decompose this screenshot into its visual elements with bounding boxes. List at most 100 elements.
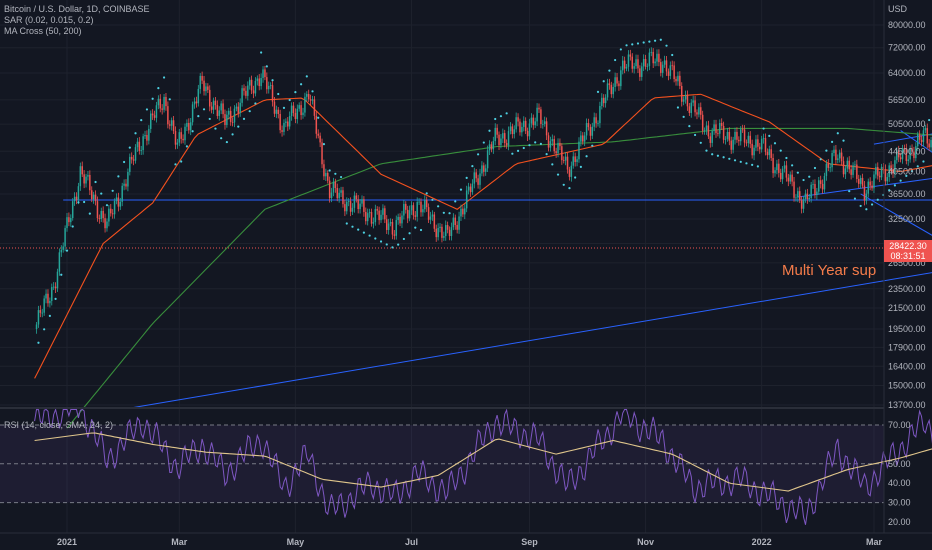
candle-body (90, 190, 93, 200)
candle-body (144, 135, 146, 137)
candle-body (635, 59, 637, 67)
candle-body (429, 216, 432, 220)
candle-body (366, 213, 369, 222)
candle-body (899, 157, 902, 160)
sar-dot (339, 175, 343, 179)
price-tick-label: 17900.00 (888, 342, 926, 352)
candle-body (802, 199, 805, 209)
candle-body (207, 86, 209, 90)
sar-dot (505, 112, 508, 115)
candle-body (149, 113, 152, 129)
legend-sar[interactable]: SAR (0.02, 0.015, 0.2) (4, 15, 94, 25)
sar-dot (659, 38, 662, 41)
candle-body (753, 147, 755, 156)
annotation-multi-year[interactable]: Multi Year sup (782, 262, 877, 279)
candle-body (130, 156, 133, 160)
sar-dot (870, 203, 874, 206)
sar-dot (248, 110, 251, 113)
sar-dot (499, 115, 503, 118)
candle-body (719, 123, 721, 134)
sar-dot (545, 153, 548, 156)
candle-body (279, 114, 281, 131)
candle-body (684, 95, 687, 100)
sar-dot (254, 102, 257, 105)
trendline-channel-lower (797, 178, 932, 198)
candle-body (646, 66, 649, 67)
candle-body (115, 197, 118, 202)
sar-dot (157, 87, 160, 90)
candle-body (519, 121, 521, 133)
candle-body (656, 53, 658, 62)
candle-body (60, 249, 63, 253)
candle-body (146, 135, 148, 141)
sar-dot (716, 154, 720, 157)
legend-symbol[interactable]: Bitcoin / U.S. Dollar, 1D, COINBASE (4, 4, 150, 14)
candle-body (671, 65, 673, 67)
price-tick-label: 21500.00 (888, 303, 926, 313)
candle-body (326, 172, 329, 181)
candle-body (724, 138, 727, 140)
sar-dot (465, 176, 468, 179)
candle-body (125, 183, 127, 187)
candle-body (347, 201, 350, 202)
candle-body (87, 175, 89, 177)
candle-body (328, 180, 331, 199)
candle-body (502, 133, 504, 139)
sar-dot (848, 190, 851, 193)
sar-dot (54, 297, 57, 301)
candle-body (808, 197, 811, 200)
sar-dot (88, 212, 91, 215)
sar-dot (431, 198, 434, 201)
candle-body (433, 214, 436, 229)
candle-body (281, 130, 283, 132)
candle-body (787, 177, 790, 182)
candle-body (406, 209, 409, 219)
candle-body (797, 191, 799, 198)
candle-body (427, 207, 430, 220)
price-badge: 28422.30 08:31:51 (884, 240, 932, 262)
candle-body (578, 141, 580, 160)
candle-body (403, 203, 405, 216)
candle-body (570, 165, 573, 177)
candle-body (547, 135, 550, 148)
candle-body (627, 54, 630, 67)
candle-body (332, 181, 335, 193)
candle-body (540, 109, 542, 125)
sar-dot (556, 173, 560, 176)
candle-body (618, 83, 620, 87)
candle-body (922, 130, 925, 143)
sar-dot (693, 133, 697, 137)
candle-body (738, 139, 740, 142)
candle-body (715, 124, 717, 134)
candle-body (374, 209, 377, 223)
candle-body (100, 210, 103, 219)
candle-body (848, 160, 850, 170)
candle-body (770, 149, 772, 158)
candle-body (391, 222, 394, 235)
candle-body (890, 165, 892, 169)
candle-body (283, 122, 285, 132)
sar-dot (579, 165, 582, 168)
candle-body (81, 166, 83, 175)
legend-rsi[interactable]: RSI (14, close, SMA, 24, 2) (4, 420, 114, 430)
candle-body (572, 156, 575, 166)
candle-body (52, 286, 55, 288)
candle-body (896, 150, 898, 161)
candle-body (92, 194, 95, 200)
candle-body (462, 208, 464, 215)
candle-body (827, 163, 830, 168)
candle-body (98, 218, 101, 219)
candle-body (825, 163, 828, 176)
candle-body (96, 201, 99, 219)
candle-body (148, 128, 150, 141)
sar-dot (168, 98, 171, 101)
candle-body (924, 128, 927, 131)
candle-body (304, 96, 306, 113)
candle-body (481, 165, 483, 174)
sar-dot (539, 142, 543, 145)
candle-body (214, 100, 217, 106)
sar-dot (71, 225, 74, 228)
sar-dot (608, 69, 611, 72)
legend-ma[interactable]: MA Cross (50, 200) (4, 26, 82, 36)
